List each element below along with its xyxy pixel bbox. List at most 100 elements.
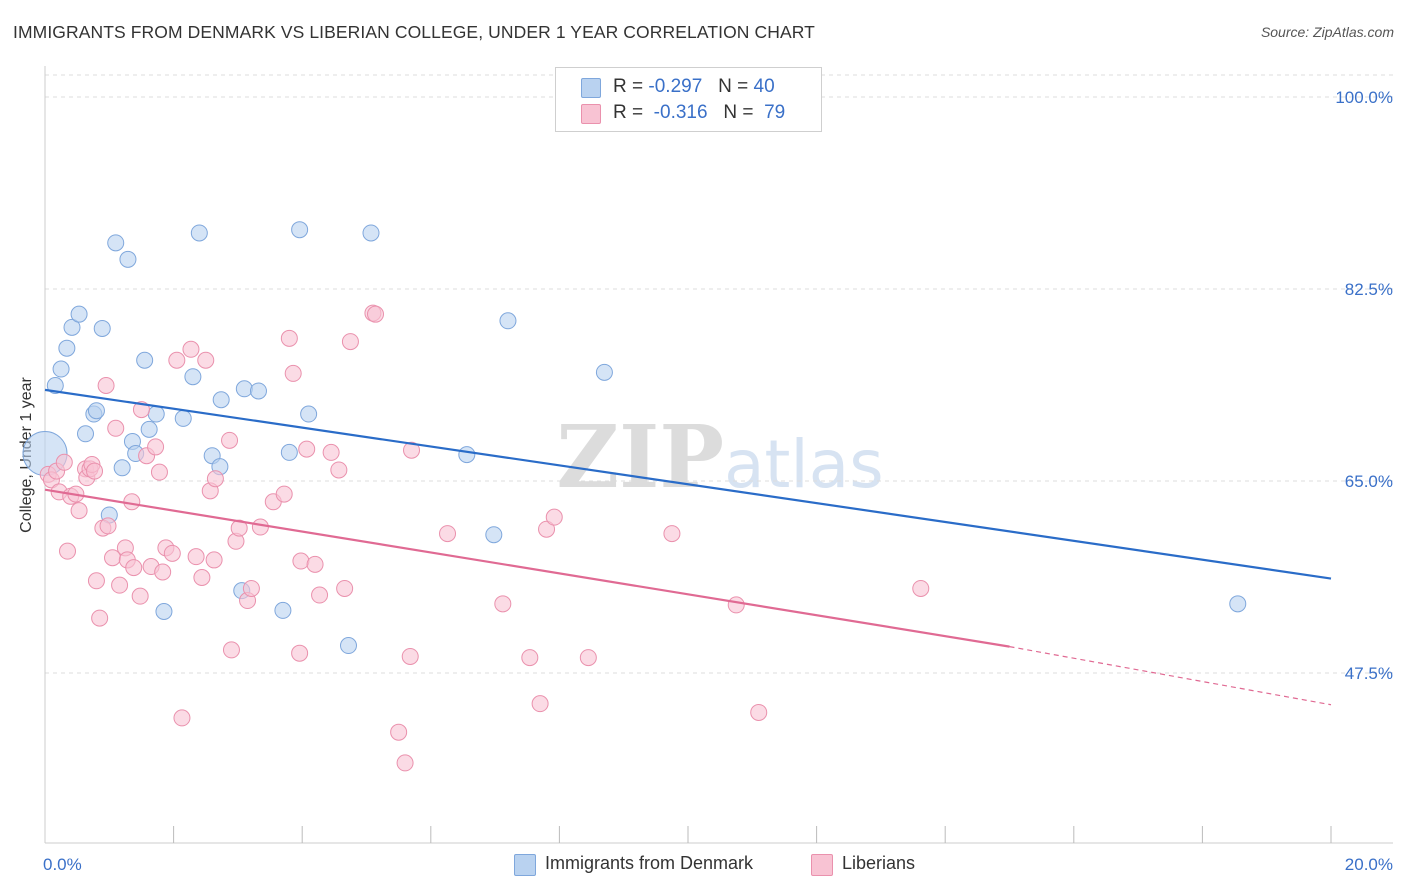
liberian-point — [439, 525, 457, 543]
denmark-point — [58, 339, 76, 357]
liberian-point — [99, 517, 117, 535]
bottom-legend-label-denmark: Immigrants from Denmark — [545, 853, 754, 873]
bottom-legend-label-liberians: Liberians — [842, 853, 916, 873]
liberian-point — [390, 723, 408, 741]
liberian-point — [284, 364, 302, 382]
liberian-point — [727, 596, 745, 614]
liberian-point — [123, 493, 141, 511]
legend-r-label: R = — [613, 76, 644, 97]
liberian-point — [97, 376, 115, 394]
denmark-point — [458, 446, 476, 464]
denmark-point — [362, 224, 380, 242]
liberian-point — [193, 568, 211, 586]
denmark-point — [87, 402, 105, 420]
liberian-point — [912, 579, 930, 597]
legend-swatch-liberians — [581, 104, 601, 124]
denmark-point — [1229, 595, 1247, 613]
liberian-point — [367, 305, 385, 323]
denmark-point — [274, 601, 292, 619]
liberian-point — [107, 419, 125, 437]
denmark-point — [280, 443, 298, 461]
liberian-point — [306, 555, 324, 573]
liberian-point — [111, 576, 129, 594]
legend-r-label: R = — [613, 102, 644, 123]
denmark-point — [499, 312, 517, 330]
denmark-point — [147, 405, 165, 423]
watermark: ZIPatlas — [556, 407, 883, 508]
denmark-point — [70, 305, 88, 323]
denmark-point — [190, 224, 208, 242]
denmark-point — [113, 459, 131, 477]
liberian-point — [150, 463, 168, 481]
y-tick-label: 82.5% — [1345, 280, 1393, 299]
denmark-trend-line — [44, 388, 1332, 580]
liberian-point — [396, 754, 414, 772]
liberian-point — [494, 595, 512, 613]
liberian-point — [298, 440, 316, 458]
y-tick-label: 65.0% — [1345, 472, 1393, 491]
liberian-point — [242, 579, 260, 597]
denmark-point — [155, 603, 173, 621]
legend-swatch-denmark — [581, 78, 601, 98]
liberian-point — [173, 709, 191, 727]
denmark-point — [119, 250, 137, 268]
liberian-point — [336, 579, 354, 597]
liberian-point — [251, 518, 269, 536]
liberian-point — [125, 559, 143, 577]
denmark-point — [184, 368, 202, 386]
liberian-point — [531, 695, 549, 713]
liberian-point — [291, 644, 309, 662]
liberian-trend-extension — [1009, 646, 1332, 706]
y-tick-label: 100.0% — [1335, 88, 1393, 107]
denmark-point — [249, 382, 267, 400]
legend-r-value-denmark: -0.297 — [648, 76, 703, 97]
chart-title: IMMIGRANTS FROM DENMARK VS LIBERIAN COLL… — [13, 22, 815, 42]
liberian-point — [330, 461, 348, 479]
bottom-legend-swatch-liberians — [811, 854, 833, 876]
liberian-point — [131, 587, 149, 605]
denmark-point — [63, 318, 81, 336]
denmark-point — [485, 526, 503, 544]
legend-n-label: N = — [723, 102, 754, 123]
bottom-legend-swatch-denmark — [514, 854, 536, 876]
liberian-point — [221, 431, 239, 449]
liberian-point — [538, 520, 556, 538]
liberian-point — [187, 548, 205, 566]
denmark-point — [212, 391, 230, 409]
liberian-point — [206, 470, 224, 488]
liberian-point — [311, 586, 329, 604]
liberian-point — [401, 647, 419, 665]
liberian-point — [275, 485, 293, 503]
liberian-point — [168, 351, 186, 369]
liberian-point — [147, 438, 165, 456]
liberian-point — [182, 340, 200, 358]
liberian-point — [154, 563, 172, 581]
liberian-point — [59, 542, 77, 560]
liberian-point — [292, 552, 310, 570]
denmark-point — [93, 319, 111, 337]
denmark-point — [46, 376, 64, 394]
liberian-point — [222, 641, 240, 659]
chart-source: Source: ZipAtlas.com — [1260, 24, 1394, 40]
liberian-point — [86, 462, 104, 480]
denmark-point — [174, 409, 192, 427]
liberian-point — [230, 519, 248, 537]
liberian-point — [87, 572, 105, 590]
liberian-point — [205, 551, 223, 569]
x-tick-label-min: 0.0% — [43, 855, 82, 874]
legend-r-value-liberians: -0.316 — [653, 102, 708, 123]
liberian-point — [341, 333, 359, 351]
liberian-point — [280, 329, 298, 347]
liberian-point — [322, 443, 340, 461]
denmark-point — [136, 351, 154, 369]
denmark-point — [140, 420, 158, 438]
denmark-point — [52, 360, 70, 378]
liberian-point — [55, 453, 73, 471]
liberian-point — [163, 544, 181, 562]
denmark-point — [235, 380, 253, 398]
liberian-trend-line — [44, 488, 1010, 648]
liberian-point — [545, 508, 563, 526]
liberian-point — [521, 649, 539, 667]
correlation-legend: R = -0.297 N = 40 R = -0.316 N = 79 — [555, 67, 822, 132]
